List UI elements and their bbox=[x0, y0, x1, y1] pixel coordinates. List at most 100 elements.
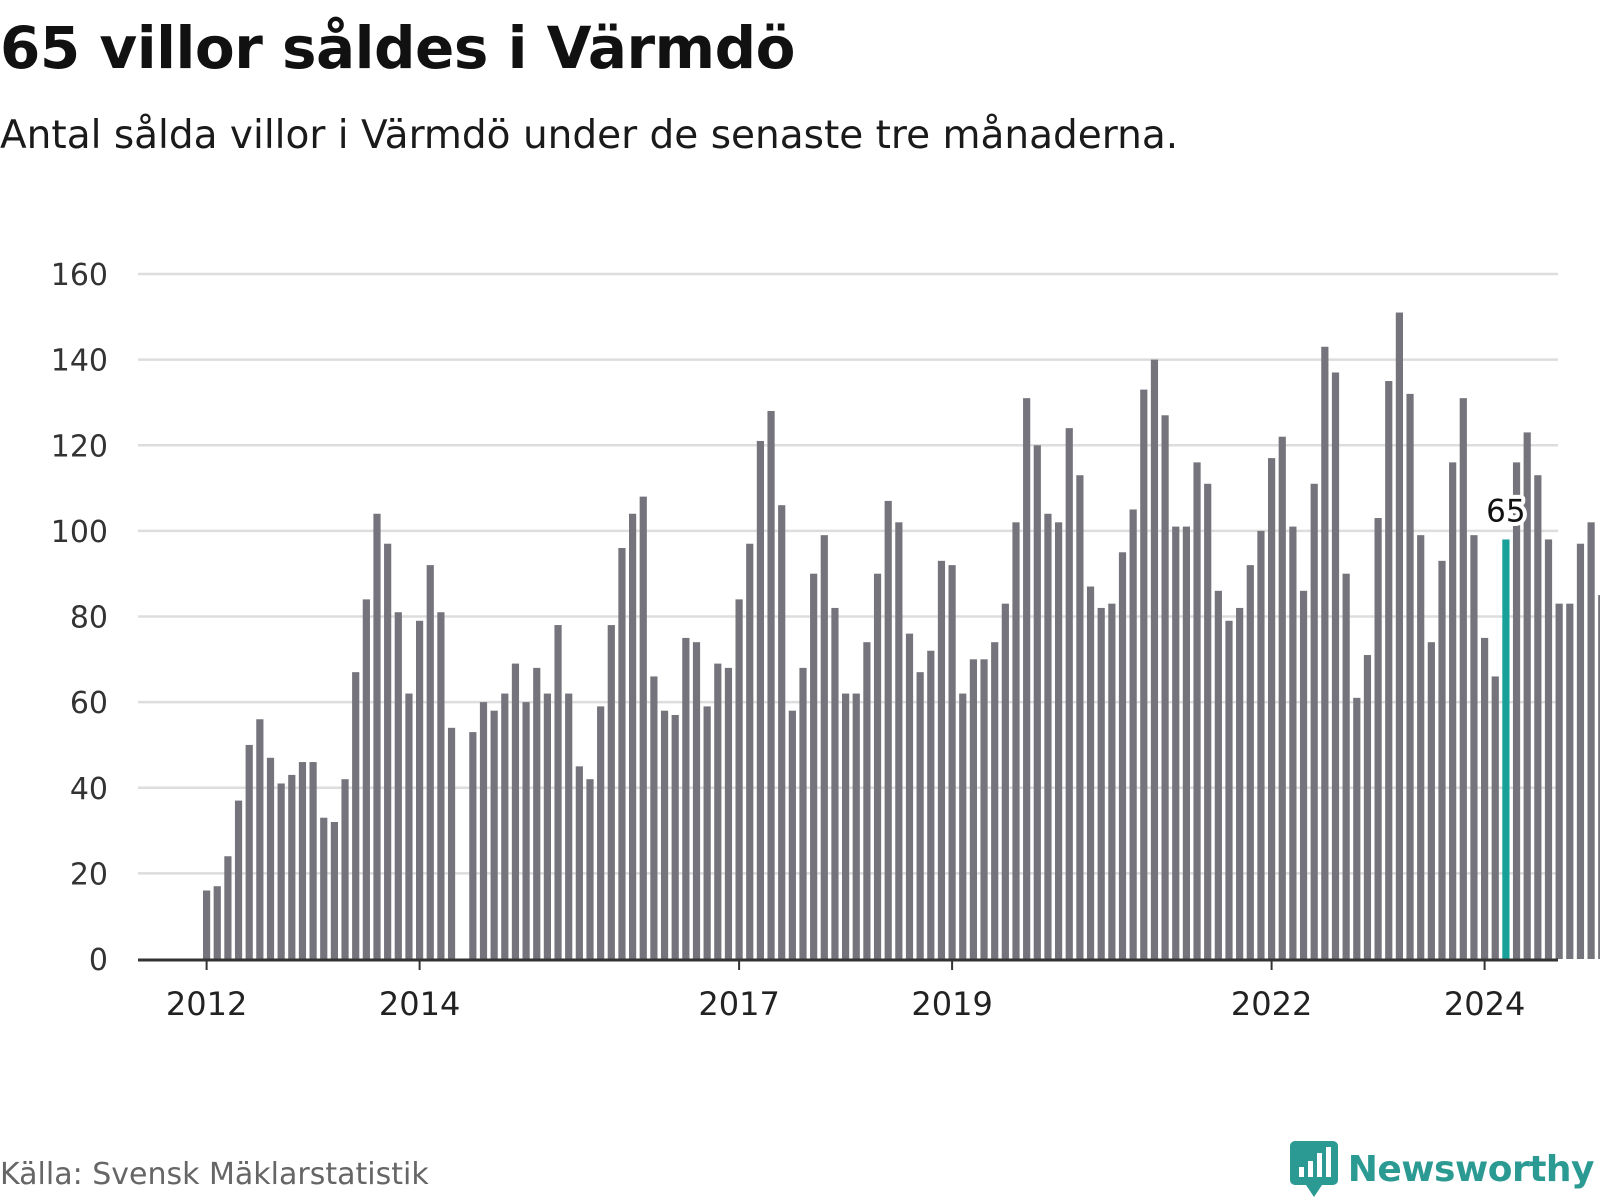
bar bbox=[1278, 436, 1286, 959]
bar bbox=[1299, 590, 1308, 959]
bar bbox=[203, 890, 211, 959]
bar bbox=[1150, 359, 1159, 959]
y-tick-label: 20 bbox=[70, 857, 108, 892]
bar bbox=[1321, 346, 1329, 959]
highlighted-bar bbox=[1502, 539, 1510, 959]
bar bbox=[565, 693, 573, 959]
bar bbox=[1289, 526, 1297, 959]
bar bbox=[554, 625, 562, 959]
bar bbox=[597, 706, 605, 959]
bar bbox=[288, 774, 296, 959]
bar bbox=[1118, 552, 1127, 959]
bar bbox=[842, 693, 850, 959]
bar bbox=[234, 800, 243, 959]
bar bbox=[1427, 642, 1435, 959]
bar bbox=[639, 496, 647, 959]
brand-name: Newsworthy bbox=[1347, 1148, 1595, 1190]
bar bbox=[533, 667, 541, 959]
bar bbox=[884, 500, 892, 959]
bar bbox=[767, 411, 775, 959]
bar bbox=[1544, 539, 1553, 959]
y-tick-label: 0 bbox=[89, 943, 108, 978]
bar bbox=[1342, 573, 1350, 959]
y-tick-label: 100 bbox=[51, 515, 108, 550]
bar bbox=[1076, 475, 1084, 959]
bar bbox=[224, 856, 232, 959]
newsworthy-logo-icon bbox=[1289, 1141, 1338, 1197]
bar bbox=[245, 744, 253, 959]
bar bbox=[1491, 676, 1499, 959]
bar bbox=[959, 693, 967, 959]
bar bbox=[373, 513, 381, 959]
bar bbox=[1033, 445, 1041, 959]
bar bbox=[618, 548, 626, 959]
bar bbox=[575, 766, 583, 959]
bar bbox=[1097, 607, 1105, 959]
bar bbox=[1012, 522, 1020, 959]
chart-title: 65 villor såldes i Värmdö bbox=[0, 14, 795, 82]
y-tick-label: 40 bbox=[70, 772, 108, 807]
bar bbox=[629, 513, 637, 959]
bar bbox=[831, 607, 839, 959]
brand-logo: Newsworthy bbox=[1289, 1139, 1595, 1199]
x-tick-label: 2014 bbox=[379, 985, 460, 1023]
bar bbox=[1086, 586, 1095, 959]
bar bbox=[1512, 462, 1521, 959]
x-tick-label: 2024 bbox=[1444, 985, 1525, 1023]
bar bbox=[586, 779, 594, 959]
x-axis-tick-labels: 2012 2014 2017 2019 2022 2024 bbox=[166, 960, 1525, 1023]
bar bbox=[384, 543, 392, 959]
bar bbox=[980, 659, 988, 959]
bar bbox=[341, 779, 349, 959]
bar bbox=[1055, 522, 1063, 959]
bar bbox=[852, 693, 860, 959]
source-note: Källa: Svensk Mäklarstatistik bbox=[0, 1157, 429, 1192]
bar bbox=[522, 702, 530, 959]
bar bbox=[905, 633, 914, 959]
x-tick-label: 2017 bbox=[698, 985, 779, 1023]
bar bbox=[1459, 398, 1467, 959]
bar bbox=[671, 714, 679, 959]
bar bbox=[895, 522, 903, 959]
bar bbox=[692, 642, 701, 959]
bar bbox=[1374, 518, 1382, 959]
bar bbox=[1023, 398, 1031, 959]
bar bbox=[1470, 535, 1478, 959]
bar bbox=[607, 625, 615, 959]
bar bbox=[1182, 526, 1190, 959]
bar bbox=[937, 560, 946, 959]
bar bbox=[682, 637, 690, 959]
bar bbox=[320, 817, 328, 959]
bar bbox=[1353, 697, 1361, 959]
bar bbox=[820, 535, 828, 959]
bar bbox=[1172, 526, 1180, 959]
y-tick-label: 120 bbox=[51, 429, 108, 464]
bar bbox=[969, 659, 977, 959]
bar bbox=[1598, 595, 1600, 959]
bar bbox=[650, 676, 658, 959]
bar bbox=[948, 565, 956, 959]
bar bbox=[330, 822, 338, 959]
bar bbox=[1193, 462, 1201, 959]
y-axis-tick-labels: 0 20 40 60 80 100 120 140 160 bbox=[51, 258, 108, 978]
bar bbox=[1108, 603, 1116, 959]
bar bbox=[778, 505, 786, 959]
bar bbox=[543, 693, 551, 959]
bar bbox=[309, 762, 317, 959]
bar bbox=[1566, 603, 1574, 959]
bar bbox=[1406, 393, 1414, 959]
bar bbox=[660, 710, 669, 959]
x-tick-label: 2012 bbox=[166, 985, 247, 1023]
bar bbox=[362, 599, 370, 959]
bar bbox=[416, 620, 424, 959]
bar bbox=[511, 663, 520, 959]
bar bbox=[501, 693, 509, 959]
bar bbox=[810, 573, 818, 959]
bar bbox=[213, 886, 221, 959]
bar bbox=[1161, 415, 1169, 959]
bar bbox=[1129, 509, 1137, 959]
bar bbox=[799, 667, 807, 959]
bar bbox=[1576, 543, 1585, 959]
bar bbox=[1331, 372, 1340, 959]
